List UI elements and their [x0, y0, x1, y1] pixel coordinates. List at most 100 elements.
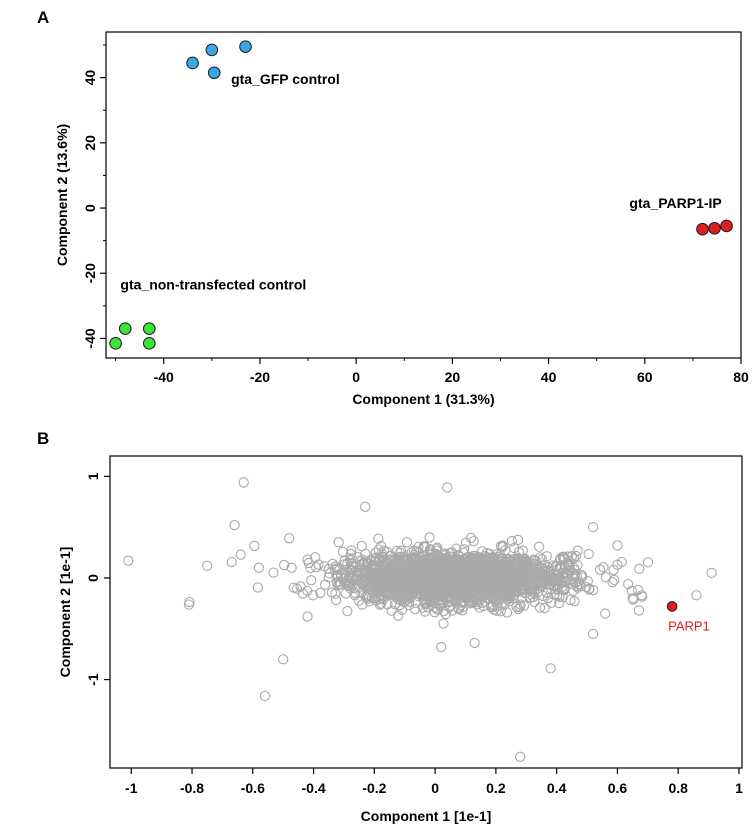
panel-a-y-axis: -40 -20 0 20 40: [82, 44, 106, 349]
scatter-point: [253, 562, 265, 573]
scatter-point: [541, 569, 552, 581]
scatter-point: [324, 568, 335, 579]
x-tick-label: 20: [445, 369, 461, 385]
scatter-point: [399, 576, 411, 587]
scatter-point: [238, 477, 249, 488]
scatter-point: [545, 663, 556, 674]
scatter-point: [458, 547, 469, 558]
scatter-point: [514, 601, 526, 613]
scatter-point: [439, 548, 450, 559]
scatter-point: [525, 589, 537, 600]
scatter-point: [518, 553, 529, 565]
parp1-point-label: PARP1: [668, 618, 710, 633]
scatter-point: [708, 221, 721, 235]
scatter-point: [519, 555, 530, 566]
scatter-point: [511, 554, 523, 565]
scatter-point: [332, 569, 344, 581]
scatter-point: [569, 564, 580, 576]
scatter-point: [421, 572, 432, 583]
scatter-point: [565, 594, 576, 606]
scatter-point: [481, 547, 492, 559]
scatter-point: [391, 576, 403, 587]
scatter-point: [421, 588, 433, 599]
scatter-point: [433, 590, 444, 601]
scatter-point: [495, 585, 506, 596]
scatter-point: [401, 537, 413, 548]
scatter-point: [186, 56, 199, 70]
scatter-point: [413, 541, 424, 552]
scatter-point: [431, 543, 442, 554]
scatter-point: [436, 569, 447, 581]
scatter-point: [691, 590, 702, 601]
scatter-point: [552, 569, 563, 581]
panel-a-letter: A: [37, 8, 49, 27]
scatter-point: [374, 599, 386, 610]
scatter-point: [235, 549, 246, 560]
scatter-point: [487, 593, 498, 604]
scatter-point: [457, 605, 468, 616]
scatter-point: [539, 560, 550, 571]
parp1-point: [666, 601, 678, 612]
scatter-point: [594, 564, 606, 575]
scatter-point: [458, 590, 470, 602]
scatter-point: [239, 40, 252, 53]
y-tick-label: -1: [85, 673, 101, 686]
scatter-point: [382, 599, 393, 610]
scatter-point: [534, 552, 546, 563]
panel-a-points: [109, 40, 733, 350]
scatter-point: [574, 578, 585, 590]
scatter-point: [413, 547, 424, 559]
scatter-point: [405, 586, 417, 598]
x-tick-label: -0.4: [302, 780, 326, 796]
scatter-point: [226, 556, 237, 568]
scatter-point: [373, 533, 384, 544]
panel-a-group-labels: gta_GFP control gta_PARP1-IP gta_non-tra…: [120, 71, 721, 292]
panel-a-x-axis: -40 -20 0 20 40 60 80: [115, 358, 749, 385]
scatter-point: [376, 548, 387, 559]
x-tick-label: 0: [431, 780, 439, 796]
panel-b-points: [123, 477, 717, 762]
scatter-point: [420, 598, 431, 610]
scatter-point: [454, 582, 465, 594]
scatter-point: [558, 583, 569, 594]
scatter-point: [183, 599, 195, 610]
scatter-point: [442, 482, 453, 493]
scatter-point: [386, 568, 397, 580]
scatter-point: [706, 567, 717, 579]
scatter-point: [450, 595, 462, 606]
scatter-point: [438, 606, 449, 617]
scatter-point: [306, 575, 317, 586]
scatter-point: [331, 563, 342, 574]
scatter-point: [443, 590, 455, 601]
scatter-point: [354, 556, 365, 567]
x-tick-label: -40: [154, 369, 174, 385]
scatter-point: [428, 558, 440, 569]
scatter-point: [627, 593, 638, 604]
scatter-point: [142, 322, 156, 335]
scatter-point: [376, 598, 387, 609]
scatter-point: [360, 548, 371, 560]
scatter-point: [465, 532, 477, 544]
scatter-point: [419, 590, 430, 602]
scatter-point: [329, 564, 341, 576]
scatter-point: [570, 550, 582, 562]
scatter-point: [345, 548, 357, 560]
scatter-point: [534, 541, 545, 552]
scatter-point: [470, 562, 481, 574]
scatter-point: [297, 588, 308, 599]
panel-a-chart: -40 -20 0 20 40 60 80 -40 -20 0 20 40 gta_GFP cont…: [54, 31, 749, 407]
scatter-point: [375, 572, 386, 583]
scatter-point: [252, 582, 263, 593]
scatter-point: [431, 603, 442, 614]
scatter-point: [499, 576, 510, 587]
scatter-point: [369, 563, 380, 574]
scatter-point: [436, 568, 448, 580]
scatter-point: [497, 540, 508, 551]
scatter-point: [342, 606, 353, 617]
x-tick-label: 80: [733, 369, 749, 385]
x-tick-label: 0.4: [547, 780, 567, 796]
panel-b-x-axis-label: Component 1 [1e-1]: [361, 808, 492, 824]
scatter-point: [339, 556, 350, 567]
scatter-point: [366, 592, 378, 603]
